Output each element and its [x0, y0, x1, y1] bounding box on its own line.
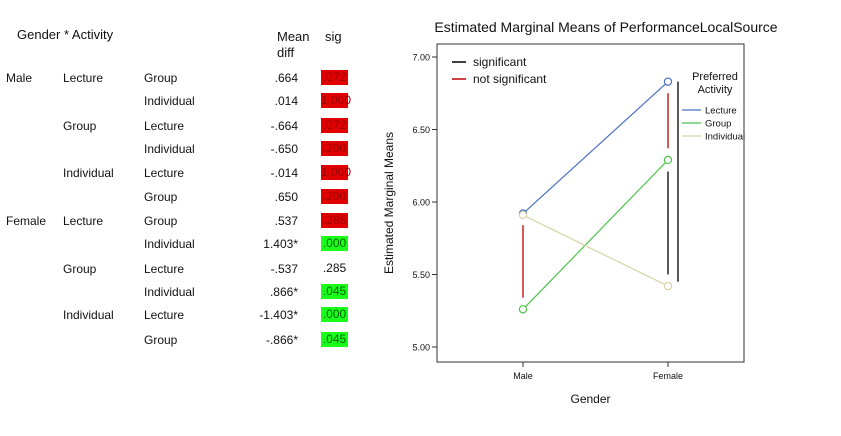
activity-i-cell: Individual	[63, 308, 114, 322]
pairwise-comparison-table: Gender * Activity Mean diff sig Male Lect…	[0, 0, 370, 436]
y-tick-label: 6.50	[412, 125, 430, 135]
mean-diff-cell: .866*	[269, 285, 298, 299]
activity-i-cell: Group	[63, 262, 97, 276]
y-tick-label: 5.00	[412, 343, 430, 353]
activity-j-cell: Lecture	[144, 262, 185, 276]
activity-j-cell: Lecture	[144, 119, 185, 133]
mean-diff-cell: -.014	[270, 166, 298, 180]
sig-cell: .000	[321, 236, 348, 251]
activity-j-cell: Group	[144, 190, 178, 204]
sig-header: sig	[325, 29, 342, 44]
x-tick-label: Female	[653, 371, 683, 381]
series-line-group	[522, 159, 669, 310]
sig-cell: .072	[321, 70, 348, 85]
mean-diff-cell: .537	[274, 214, 298, 228]
mean-diff-cell: .650	[274, 190, 298, 204]
legend-label-lecture: Lecture	[705, 106, 737, 117]
data-point-individual	[663, 281, 673, 291]
chart-panel: Estimated Marginal Means of PerformanceL…	[370, 0, 841, 436]
activity-j-cell: Group	[144, 214, 178, 228]
activity-j-cell: Individual	[144, 285, 195, 299]
data-point-group	[518, 305, 528, 314]
activity-i-cell: Lecture	[63, 214, 104, 228]
mean-diff-cell: 1.403*	[263, 237, 298, 251]
mean-diff-cell: -.664	[270, 119, 298, 133]
legend-title: Preferred	[692, 71, 738, 83]
legend-title: Activity	[698, 84, 733, 96]
mean-diff-cell: -1.403*	[259, 308, 298, 322]
x-tick-label: Male	[513, 371, 533, 381]
gender-cell: Female	[6, 214, 47, 228]
significance-legend-label: significant	[473, 55, 527, 69]
sig-cell: 1.000	[321, 93, 352, 108]
sig-cell: .285	[321, 213, 348, 228]
significance-legend-label: not significant	[473, 72, 547, 86]
data-point-group	[663, 155, 673, 165]
chart-title: Estimated Marginal Means of PerformanceL…	[434, 19, 777, 35]
mean-diff-cell: -.866*	[265, 333, 298, 347]
sig-cell: .200	[321, 141, 348, 156]
sig-cell: .200	[321, 189, 348, 204]
data-point-individual	[518, 210, 528, 220]
activity-j-cell: Individual	[144, 94, 195, 108]
mean-diff-cell: .014	[274, 94, 298, 108]
sig-cell: .045	[321, 332, 348, 347]
sig-cell: .072	[321, 118, 348, 133]
mean-diff-cell: -.537	[270, 262, 298, 276]
activity-j-cell: Group	[144, 71, 178, 85]
data-point-lecture	[663, 77, 673, 86]
marginal-means-chart: Estimated Marginal Means of PerformanceL…	[382, 19, 778, 406]
mean-diff-cell: -.650	[270, 142, 298, 156]
activity-j-cell: Lecture	[144, 166, 185, 180]
sig-cell: 1.000	[321, 165, 352, 180]
y-tick-label: 7.00	[412, 53, 430, 63]
legend-label-individual: Individual	[705, 132, 745, 143]
activity-j-cell: Individual	[144, 237, 195, 251]
plot-frame	[436, 43, 745, 363]
activity-j-cell: Individual	[144, 142, 195, 156]
legend-label-group: Group	[705, 119, 731, 130]
gender-cell: Male	[6, 71, 33, 85]
activity-i-cell: Group	[63, 119, 97, 133]
mean-diff-cell: .664	[274, 71, 298, 85]
activity-j-cell: Group	[144, 333, 178, 347]
x-axis-label: Gender	[570, 392, 610, 406]
sig-cell: .285	[322, 261, 347, 275]
activity-i-cell: Lecture	[63, 71, 104, 85]
series-line-individual	[522, 214, 669, 287]
sig-cell: .000	[321, 307, 348, 322]
y-tick-label: 6.00	[412, 198, 430, 208]
mean-diff-header-line1: Mean	[277, 29, 310, 44]
activity-i-cell: Individual	[63, 166, 114, 180]
series-line-lecture	[522, 81, 669, 215]
mean-diff-header-line2: diff	[277, 45, 295, 60]
y-tick-label: 5.50	[412, 270, 430, 280]
y-axis-label: Estimated Marginal Means	[382, 132, 396, 274]
sig-cell: .045	[321, 284, 348, 299]
activity-j-cell: Lecture	[144, 308, 185, 322]
table-title: Gender * Activity	[17, 27, 114, 42]
